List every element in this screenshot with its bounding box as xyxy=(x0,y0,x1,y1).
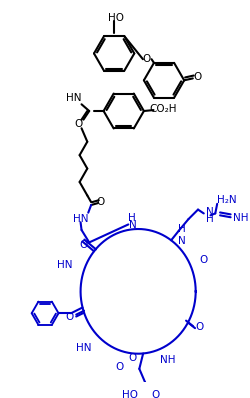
Text: HN: HN xyxy=(57,260,72,270)
Text: O: O xyxy=(200,255,208,265)
Text: HO: HO xyxy=(108,13,124,23)
Text: H: H xyxy=(206,214,214,224)
Text: O: O xyxy=(128,353,137,363)
Text: O: O xyxy=(143,54,151,64)
Text: H
N: H N xyxy=(178,224,186,246)
Text: CO₂H: CO₂H xyxy=(149,104,177,114)
Text: O: O xyxy=(74,119,83,129)
Text: NH: NH xyxy=(232,213,248,223)
Text: O: O xyxy=(196,322,204,332)
Text: N: N xyxy=(129,220,137,230)
Text: O: O xyxy=(152,390,160,398)
Text: HN: HN xyxy=(76,343,91,353)
Text: O: O xyxy=(116,362,124,372)
Text: HN: HN xyxy=(73,215,88,224)
Text: O: O xyxy=(65,312,73,322)
Text: N: N xyxy=(206,207,214,217)
Text: NH: NH xyxy=(160,355,176,365)
Text: O: O xyxy=(194,72,202,82)
Text: HO: HO xyxy=(122,390,138,398)
Text: O: O xyxy=(79,240,88,250)
Text: O: O xyxy=(96,197,105,207)
Text: H: H xyxy=(128,213,136,223)
Text: H₂N: H₂N xyxy=(217,195,237,205)
Text: HN: HN xyxy=(66,93,82,103)
